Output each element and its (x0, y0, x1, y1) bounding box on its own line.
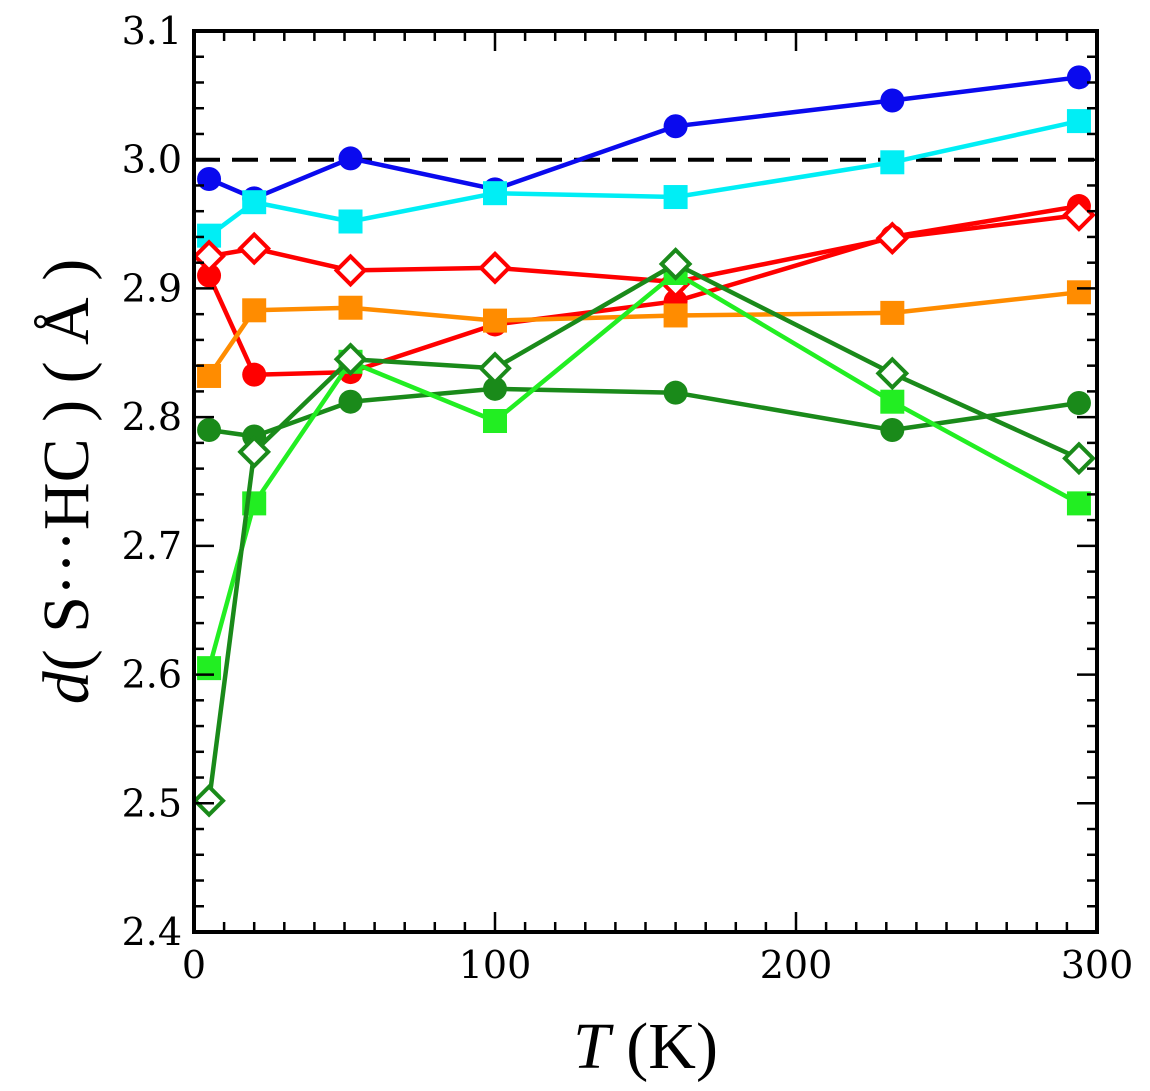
x-axis-title-variable: T (573, 1010, 614, 1083)
data-point-dark-green-open-diamonds-2 (333, 342, 368, 377)
y-tick-label-0: 2.4 (122, 910, 182, 954)
series-line-dark-green-open-diamonds (206, 261, 1080, 801)
series-dark-green-open-diamonds (192, 247, 1096, 818)
data-point-red-open-diamonds-1 (237, 231, 272, 266)
x-tick-label-1: 100 (459, 943, 532, 987)
data-point-red-circles-1 (242, 362, 267, 387)
y-tick-label-2: 2.6 (122, 653, 182, 697)
data-point-blue-circles-0 (197, 167, 222, 192)
data-point-dark-green-open-diamonds-0 (192, 783, 226, 818)
y-tick-label-1: 2.5 (122, 781, 182, 825)
y-axis-title-variable: d (30, 670, 103, 704)
data-point-orange-squares-1 (242, 298, 267, 323)
data-point-blue-circles-6 (1066, 65, 1091, 90)
data-point-cyan-squares-6 (1066, 109, 1091, 134)
data-point-cyan-squares-5 (880, 150, 905, 175)
y-axis-title-unit: ( S···HC ) ( Å ) (30, 259, 103, 671)
x-tick-label-3: 300 (1061, 943, 1134, 987)
data-point-cyan-squares-3 (483, 181, 507, 206)
series-cyan-squares (197, 109, 1091, 248)
series-line-dark-green-circles (208, 386, 1080, 439)
data-point-dark-green-open-diamonds-5 (875, 356, 910, 391)
data-point-light-green-squares-6 (1066, 491, 1091, 516)
series-red-circles (197, 194, 1091, 387)
labels-layer: 0 100 200 300 2.4 2.5 2.6 2.7 2.8 2.9 3.0 3.1 T (K) d… (30, 9, 1133, 1083)
data-point-blue-circles-2 (338, 146, 363, 171)
data-point-orange-squares-3 (483, 308, 507, 333)
series-line-light-green-squares (206, 270, 1080, 669)
data-point-light-green-squares-3 (483, 409, 507, 434)
data-point-dark-green-circles-0 (197, 418, 222, 443)
series-line-blue-circles (208, 75, 1080, 201)
y-tick-label-4: 2.8 (122, 395, 182, 439)
y-tick-label-7: 3.1 (122, 9, 182, 53)
series-red-open-diamonds (192, 198, 1096, 299)
data-point-cyan-squares-1 (242, 190, 267, 215)
x-tick-label-0: 0 (182, 943, 206, 987)
x-axis-title: T (K) (573, 1010, 718, 1083)
data-point-red-open-diamonds-2 (333, 253, 368, 288)
y-tick-label-6: 3.0 (122, 138, 182, 182)
data-point-orange-squares-0 (197, 363, 222, 388)
x-tick-label-2: 200 (760, 943, 833, 987)
y-tick-label-5: 2.9 (122, 266, 182, 310)
data-point-red-open-diamonds-3 (478, 251, 512, 285)
data-point-dark-green-circles-3 (483, 376, 507, 401)
data-point-light-green-squares-0 (197, 656, 222, 681)
data-point-orange-squares-5 (880, 300, 905, 325)
axes-layer (192, 29, 1099, 934)
data-point-orange-squares-6 (1066, 280, 1091, 305)
data-point-dark-green-circles-6 (1066, 390, 1091, 415)
x-axis-title-unit: (K) (610, 1010, 718, 1083)
data-point-dark-green-circles-4 (663, 380, 688, 405)
y-axis-title: d( S···HC ) ( Å ) (30, 259, 103, 704)
series-layer (192, 65, 1096, 818)
data-point-orange-squares-4 (663, 303, 688, 328)
data-point-orange-squares-2 (338, 295, 363, 320)
data-point-cyan-squares-4 (663, 185, 688, 210)
y-tick-label-3: 2.7 (122, 524, 182, 568)
series-blue-circles (197, 65, 1091, 211)
data-point-blue-circles-5 (880, 88, 905, 113)
data-point-dark-green-open-diamonds-1 (237, 435, 272, 469)
data-point-dark-green-open-diamonds-4 (658, 247, 693, 281)
data-point-dark-green-circles-2 (338, 389, 363, 414)
data-point-blue-circles-4 (663, 114, 688, 139)
data-point-dark-green-circles-5 (880, 418, 905, 443)
data-point-dark-green-open-diamonds-6 (1062, 441, 1096, 476)
series-orange-squares (197, 280, 1091, 388)
data-point-red-circles-0 (197, 263, 222, 288)
data-point-cyan-squares-2 (338, 209, 363, 234)
data-point-light-green-squares-5 (880, 389, 905, 414)
series-light-green-squares (197, 260, 1091, 681)
data-point-dark-green-open-diamonds-3 (478, 351, 512, 386)
data-point-red-open-diamonds-5 (875, 221, 910, 256)
